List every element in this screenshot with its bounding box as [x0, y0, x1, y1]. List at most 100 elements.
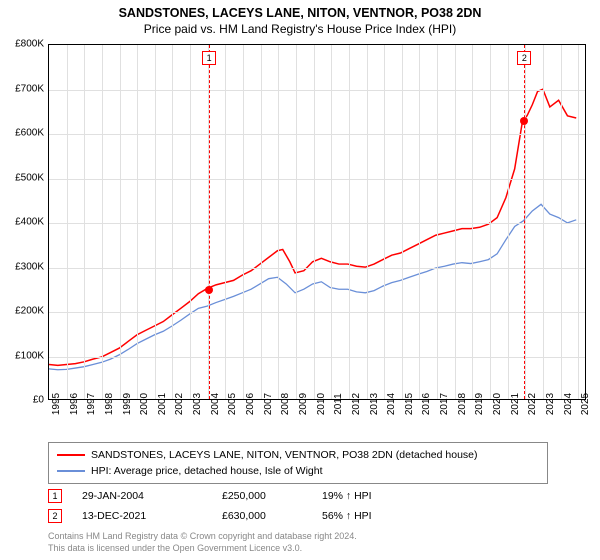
legend-row: SANDSTONES, LACEYS LANE, NITON, VENTNOR,… — [57, 447, 539, 463]
gridline-v — [331, 45, 332, 399]
gridline-v — [296, 45, 297, 399]
marker-badge-2: 2 — [517, 51, 531, 65]
gridline-v — [120, 45, 121, 399]
legend-row: HPI: Average price, detached house, Isle… — [57, 463, 539, 479]
sale-date: 29-JAN-2004 — [82, 490, 222, 502]
gridline-h — [49, 268, 585, 269]
x-tick-label: 2005 — [227, 393, 238, 415]
sale-date: 13-DEC-2021 — [82, 510, 222, 522]
x-tick-label: 1997 — [86, 393, 97, 415]
gridline-h — [49, 134, 585, 135]
legend-box: SANDSTONES, LACEYS LANE, NITON, VENTNOR,… — [48, 442, 548, 484]
x-tick-label: 2019 — [474, 393, 485, 415]
x-tick-label: 2023 — [545, 393, 556, 415]
x-tick-label: 2021 — [510, 393, 521, 415]
x-tick-label: 2020 — [492, 393, 503, 415]
sales-table: 129-JAN-2004£250,00019% ↑ HPI213-DEC-202… — [48, 486, 422, 526]
gridline-v — [243, 45, 244, 399]
gridline-v — [402, 45, 403, 399]
gridline-v — [349, 45, 350, 399]
attribution-line1: Contains HM Land Registry data © Crown c… — [48, 530, 357, 542]
gridline-v — [525, 45, 526, 399]
y-tick-label: £300K — [15, 261, 44, 272]
gridline-v — [225, 45, 226, 399]
legend-swatch — [57, 454, 85, 456]
title-block: SANDSTONES, LACEYS LANE, NITON, VENTNOR,… — [0, 0, 600, 38]
gridline-h — [49, 90, 585, 91]
plot-area: 12 — [48, 44, 586, 400]
attribution: Contains HM Land Registry data © Crown c… — [48, 530, 357, 554]
gridline-v — [508, 45, 509, 399]
gridline-v — [455, 45, 456, 399]
gridline-h — [49, 357, 585, 358]
sale-row: 2 13-DEC-2021£630,00056% ↑ HPI — [48, 506, 422, 526]
gridline-v — [367, 45, 368, 399]
y-tick-label: £200K — [15, 306, 44, 317]
sale-price: £630,000 — [222, 510, 322, 522]
gridline-v — [67, 45, 68, 399]
x-tick-label: 2024 — [563, 393, 574, 415]
y-tick-label: £500K — [15, 172, 44, 183]
x-tick-label: 2022 — [527, 393, 538, 415]
marker-dot-1 — [205, 286, 213, 294]
x-tick-label: 2018 — [457, 393, 468, 415]
sale-row: 129-JAN-2004£250,00019% ↑ HPI — [48, 486, 422, 506]
gridline-v — [278, 45, 279, 399]
x-tick-label: 2015 — [404, 393, 415, 415]
attribution-line2: This data is licensed under the Open Gov… — [48, 542, 357, 554]
x-tick-label: 2002 — [174, 393, 185, 415]
x-tick-label: 2001 — [157, 393, 168, 415]
y-tick-label: £600K — [15, 128, 44, 139]
gridline-v — [384, 45, 385, 399]
x-tick-label: 2014 — [386, 393, 397, 415]
gridline-v — [137, 45, 138, 399]
gridline-h — [49, 179, 585, 180]
chart-container: SANDSTONES, LACEYS LANE, NITON, VENTNOR,… — [0, 0, 600, 560]
legend-label: SANDSTONES, LACEYS LANE, NITON, VENTNOR,… — [91, 447, 478, 463]
gridline-v — [84, 45, 85, 399]
sale-vs-hpi: 56% ↑ HPI — [322, 510, 422, 522]
marker-line-1 — [209, 45, 210, 399]
series-svg — [49, 45, 585, 399]
x-tick-label: 2007 — [263, 393, 274, 415]
x-tick-label: 2006 — [245, 393, 256, 415]
legend-label: HPI: Average price, detached house, Isle… — [91, 463, 323, 479]
gridline-v — [543, 45, 544, 399]
gridline-v — [561, 45, 562, 399]
y-tick-label: £700K — [15, 83, 44, 94]
gridline-v — [437, 45, 438, 399]
x-tick-label: 2000 — [139, 393, 150, 415]
x-tick-label: 2009 — [298, 393, 309, 415]
sale-vs-hpi: 19% ↑ HPI — [322, 490, 422, 502]
x-tick-label: 2016 — [421, 393, 432, 415]
y-tick-label: £400K — [15, 217, 44, 228]
x-tick-label: 2003 — [192, 393, 203, 415]
chart-title: SANDSTONES, LACEYS LANE, NITON, VENTNOR,… — [0, 6, 600, 20]
x-tick-label: 2011 — [333, 393, 344, 415]
gridline-v — [261, 45, 262, 399]
x-tick-label: 1996 — [69, 393, 80, 415]
x-tick-label: 2013 — [369, 393, 380, 415]
sale-badge: 1 — [48, 489, 62, 503]
chart-subtitle: Price paid vs. HM Land Registry's House … — [0, 22, 600, 36]
gridline-v — [472, 45, 473, 399]
x-tick-label: 2008 — [280, 393, 291, 415]
x-tick-label: 2004 — [210, 393, 221, 415]
gridline-h — [49, 223, 585, 224]
gridline-v — [314, 45, 315, 399]
x-tick-label: 1998 — [104, 393, 115, 415]
legend-swatch — [57, 470, 85, 472]
y-tick-label: £100K — [15, 350, 44, 361]
gridline-v — [490, 45, 491, 399]
gridline-v — [102, 45, 103, 399]
marker-dot-2 — [520, 117, 528, 125]
x-tick-label: 2025 — [580, 393, 591, 415]
marker-line-2 — [524, 45, 525, 399]
sale-badge: 2 — [48, 509, 62, 523]
gridline-v — [578, 45, 579, 399]
y-tick-label: £0 — [33, 395, 44, 406]
gridline-v — [155, 45, 156, 399]
gridline-v — [419, 45, 420, 399]
x-tick-label: 2017 — [439, 393, 450, 415]
marker-badge-1: 1 — [202, 51, 216, 65]
